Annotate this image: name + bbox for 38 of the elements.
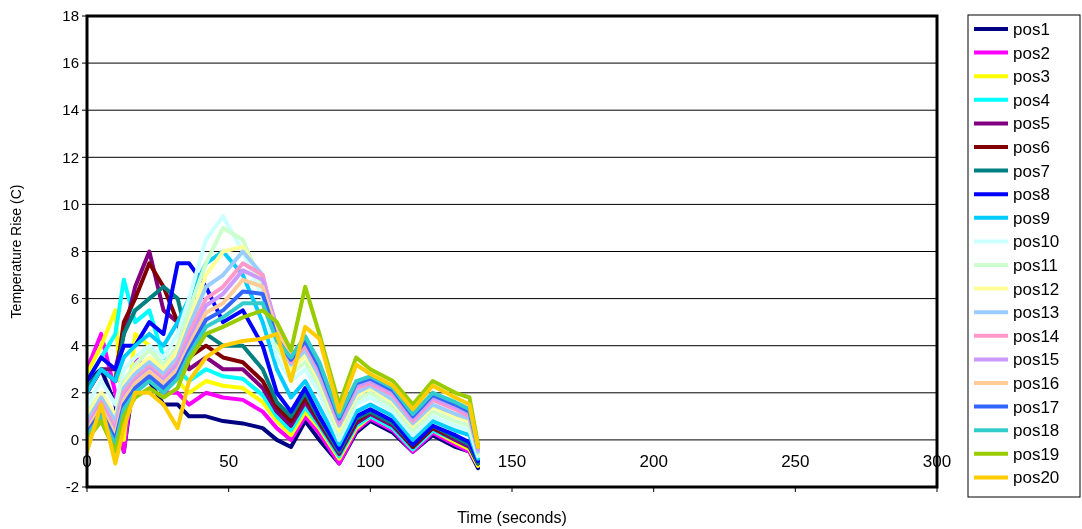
legend-label: pos12 xyxy=(1013,279,1060,299)
legend-label: pos7 xyxy=(1013,161,1050,181)
x-tick-label: 100 xyxy=(356,452,385,471)
y-tick-label: 18 xyxy=(62,7,79,25)
y-tick-label: 10 xyxy=(62,195,79,213)
x-tick-label: 250 xyxy=(781,452,810,471)
y-tick-label: 14 xyxy=(62,101,79,119)
legend-label: pos9 xyxy=(1013,208,1050,228)
y-tick-label: 2 xyxy=(70,384,79,402)
y-axis-title: Temperature Rise (C) xyxy=(8,184,24,319)
x-tick-label: 150 xyxy=(497,452,527,471)
x-axis-title: Time (seconds) xyxy=(457,509,567,526)
legend-label: pos4 xyxy=(1013,90,1050,110)
y-tick-label: 6 xyxy=(70,289,79,307)
x-tick-label: 50 xyxy=(219,452,239,471)
legend-label: pos18 xyxy=(1013,421,1060,441)
x-tick-label: 200 xyxy=(639,452,668,471)
legend-label: pos8 xyxy=(1013,185,1050,205)
legend-label: pos6 xyxy=(1013,137,1050,157)
legend-label: pos10 xyxy=(1013,232,1060,252)
y-tick-label: -2 xyxy=(65,478,79,496)
legend-label: pos17 xyxy=(1013,397,1060,417)
legend-label: pos13 xyxy=(1013,303,1060,323)
legend-label: pos11 xyxy=(1013,255,1059,275)
legend-label: pos5 xyxy=(1013,114,1050,134)
legend-label: pos20 xyxy=(1013,468,1060,488)
legend-label: pos3 xyxy=(1013,67,1050,87)
y-tick-label: 12 xyxy=(62,148,79,166)
y-tick-label: 0 xyxy=(70,431,79,449)
y-tick-label: 8 xyxy=(70,242,79,260)
legend-label: pos14 xyxy=(1013,326,1060,346)
y-tick-label: 4 xyxy=(70,336,79,354)
legend-label: pos16 xyxy=(1013,373,1060,393)
legend-label: pos15 xyxy=(1013,350,1060,370)
legend-label: pos1 xyxy=(1013,19,1050,39)
y-tick-label: 16 xyxy=(62,54,79,72)
legend-label: pos2 xyxy=(1013,43,1050,63)
legend-label: pos19 xyxy=(1013,444,1060,464)
